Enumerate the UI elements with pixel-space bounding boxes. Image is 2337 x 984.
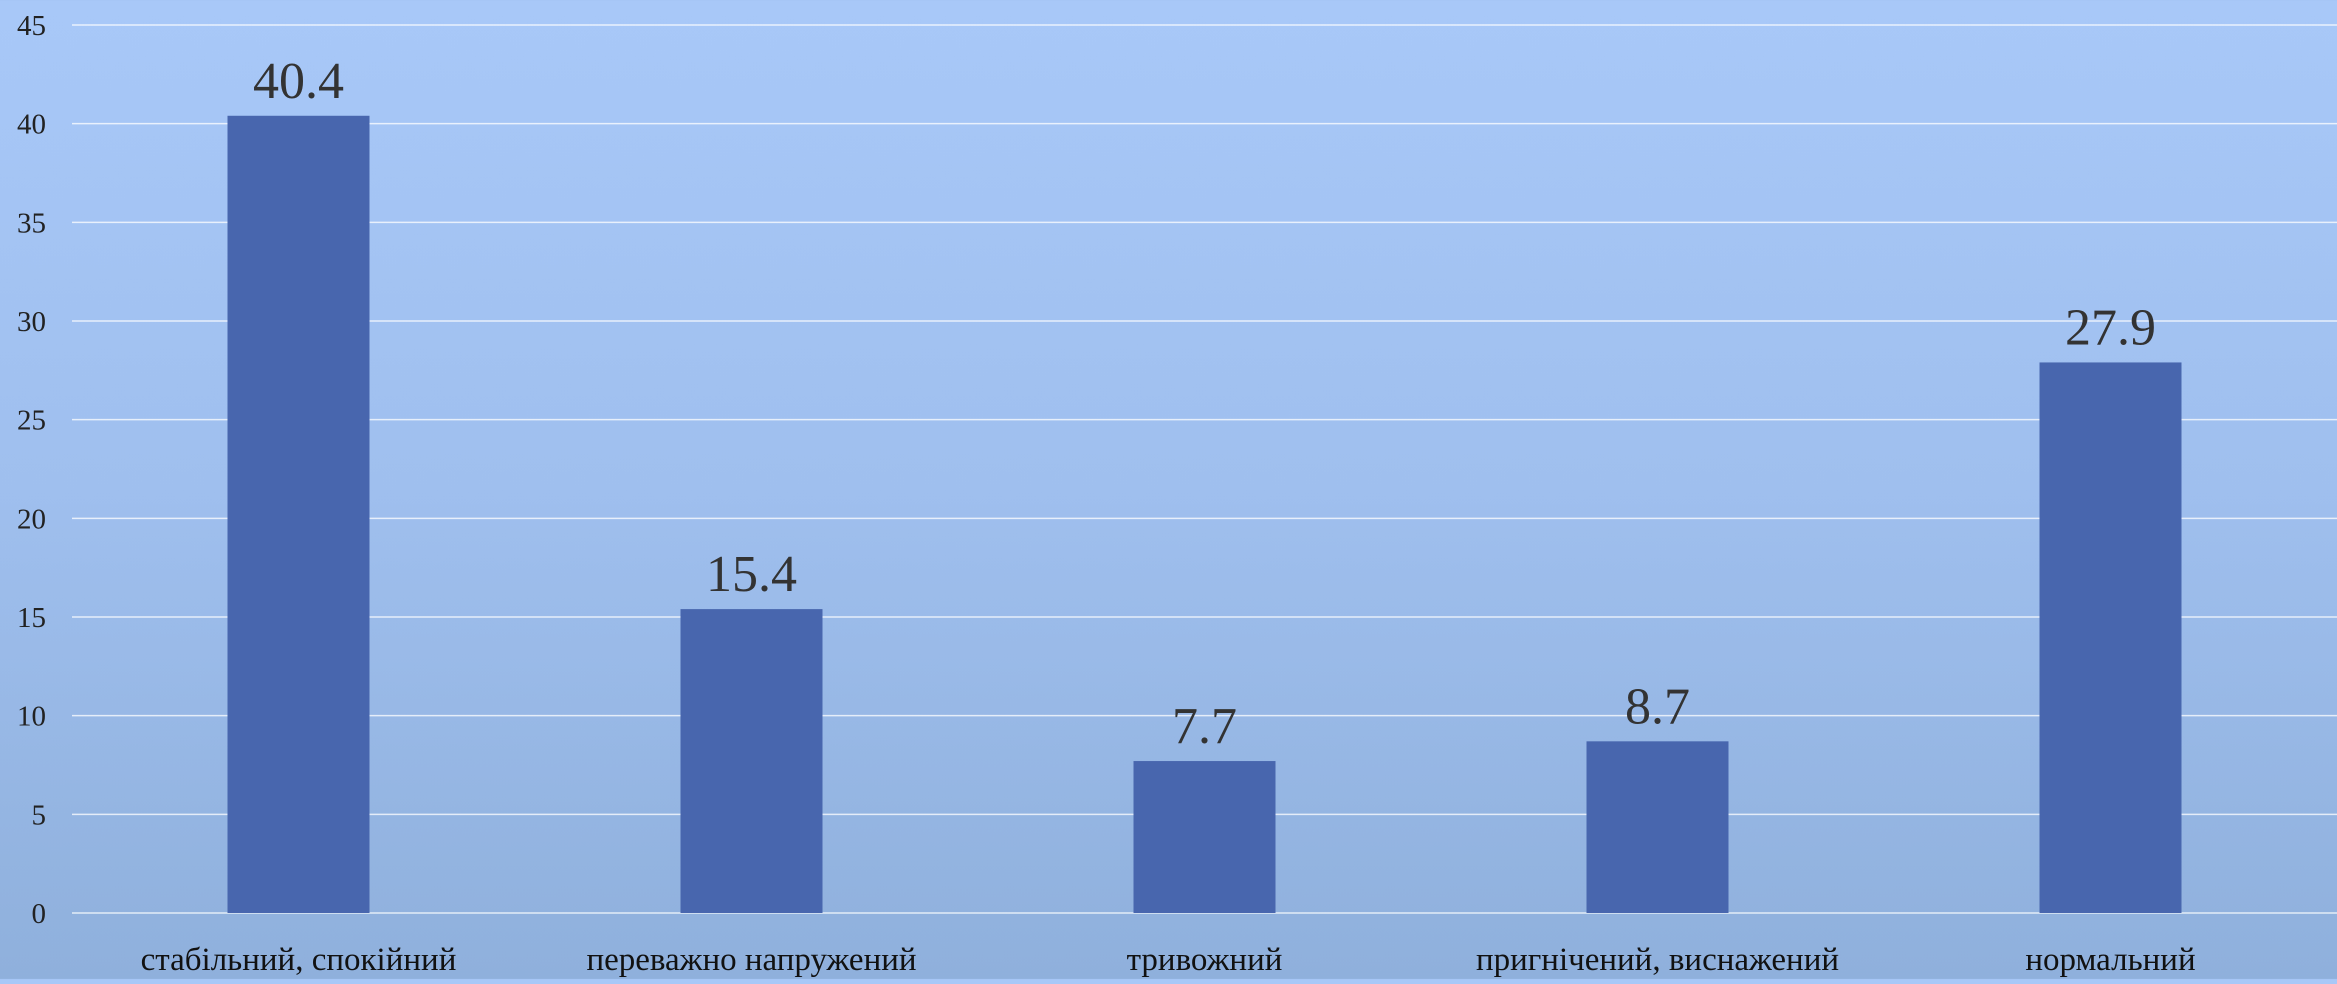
- y-tick-label: 40: [17, 109, 46, 141]
- y-tick-label: 5: [32, 799, 47, 831]
- y-tick-label: 15: [17, 602, 46, 634]
- data-label: 7.7: [1172, 698, 1237, 755]
- bar: [2039, 362, 2182, 913]
- gridlines: [72, 24, 2337, 914]
- y-tick-label: 25: [17, 405, 46, 437]
- x-tick-label: тривожний: [1127, 942, 1283, 978]
- y-tick-label: 10: [17, 701, 46, 733]
- bar: [227, 115, 370, 914]
- y-axis-ticks: 0 5 10 15 20 25 30 35 40 45: [17, 10, 46, 930]
- bar: [680, 609, 823, 913]
- y-tick-label: 45: [17, 10, 46, 42]
- x-tick-label: переважно напружений: [586, 942, 916, 978]
- x-tick-label: стабільний, спокійний: [141, 942, 457, 978]
- data-label: 27.9: [2065, 299, 2156, 356]
- y-tick-label: 30: [17, 306, 46, 338]
- x-axis-ticks: стабільний, спокійний переважно напружени…: [141, 942, 2196, 978]
- bars: [227, 115, 2182, 914]
- y-tick-label: 0: [32, 898, 47, 930]
- data-label: 8.7: [1625, 678, 1690, 735]
- x-tick-label: пригнічений, виснажений: [1476, 942, 1839, 978]
- y-tick-label: 20: [17, 503, 46, 535]
- x-tick-label: нормальний: [2025, 942, 2195, 978]
- bar: [1586, 741, 1729, 913]
- data-label: 40.4: [253, 53, 344, 110]
- data-label: 15.4: [706, 546, 797, 603]
- data-labels: 40.4 15.4 7.7 8.7 27.9: [253, 53, 2156, 755]
- bar: [1133, 761, 1276, 913]
- y-tick-label: 35: [17, 207, 46, 239]
